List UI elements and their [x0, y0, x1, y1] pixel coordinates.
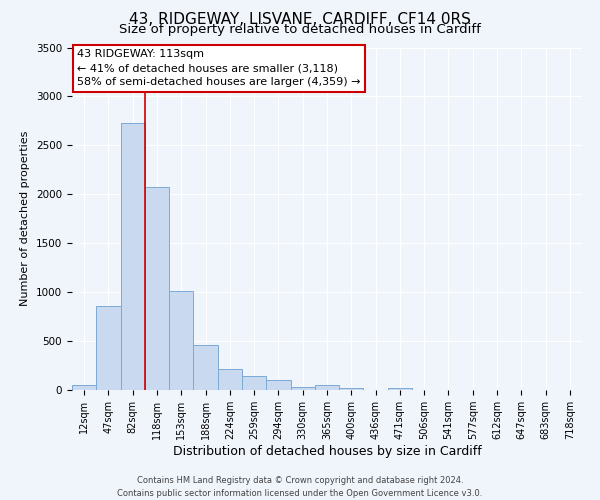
Bar — [145, 187, 169, 390]
Bar — [290, 387, 315, 390]
Bar — [169, 291, 193, 390]
Text: Size of property relative to detached houses in Cardiff: Size of property relative to detached ho… — [119, 24, 481, 36]
Text: 43 RIDGEWAY: 113sqm
← 41% of detached houses are smaller (3,118)
58% of semi-det: 43 RIDGEWAY: 113sqm ← 41% of detached ho… — [77, 49, 361, 87]
Text: 43, RIDGEWAY, LISVANE, CARDIFF, CF14 0RS: 43, RIDGEWAY, LISVANE, CARDIFF, CF14 0RS — [129, 12, 471, 28]
Bar — [96, 306, 121, 390]
Bar — [218, 370, 242, 390]
Bar — [72, 384, 96, 390]
Bar — [242, 376, 266, 390]
Bar — [266, 380, 290, 390]
Bar — [193, 346, 218, 390]
X-axis label: Distribution of detached houses by size in Cardiff: Distribution of detached houses by size … — [173, 445, 481, 458]
Y-axis label: Number of detached properties: Number of detached properties — [20, 131, 31, 306]
Bar — [121, 123, 145, 390]
Bar — [388, 388, 412, 390]
Text: Contains HM Land Registry data © Crown copyright and database right 2024.
Contai: Contains HM Land Registry data © Crown c… — [118, 476, 482, 498]
Bar — [339, 388, 364, 390]
Bar — [315, 384, 339, 390]
